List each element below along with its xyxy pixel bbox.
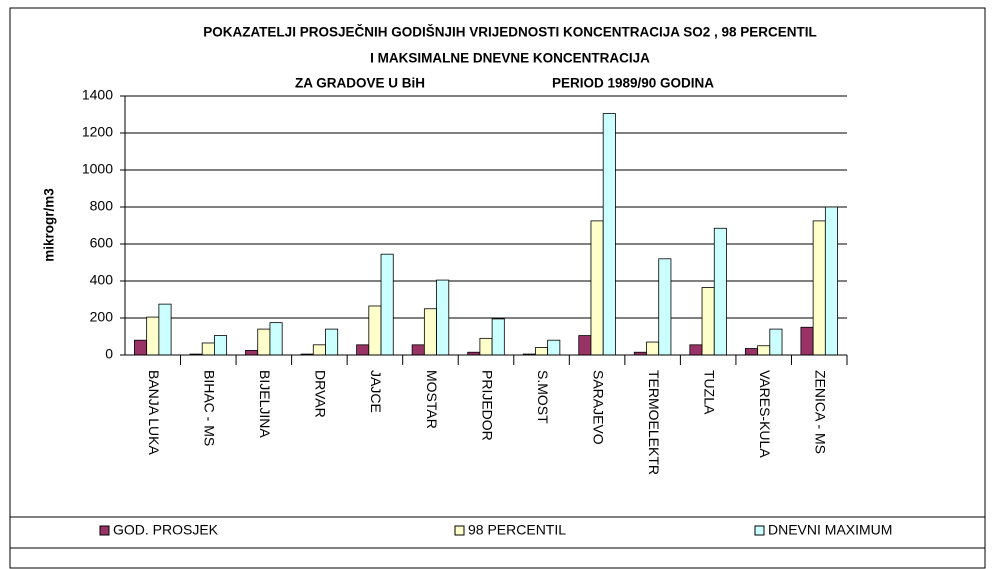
bar xyxy=(744,348,758,356)
bar xyxy=(368,305,382,356)
legend-label: 98 PERCENTIL xyxy=(468,522,566,538)
x-tick-label: TUZLA xyxy=(701,370,717,415)
bar xyxy=(812,220,826,356)
bar xyxy=(590,220,604,356)
y-tick-label: 0 xyxy=(105,346,113,362)
bar xyxy=(578,335,592,356)
y-tick-label: 1200 xyxy=(82,124,113,140)
bar xyxy=(491,318,505,356)
y-tick-label: 1000 xyxy=(82,161,113,177)
bar xyxy=(658,258,672,356)
y-tick-label: 200 xyxy=(90,309,114,325)
chart-title: I MAKSIMALNE DNEVNE KONCENTRACIJA xyxy=(370,51,650,66)
y-tick-label: 800 xyxy=(90,198,114,214)
bar xyxy=(146,316,160,356)
bar xyxy=(535,347,549,356)
bar xyxy=(824,206,838,356)
bar xyxy=(646,341,660,356)
x-tick-label: TERMOELEKTR xyxy=(646,370,662,475)
chart-subtitle: ZA GRADOVE U BiH xyxy=(295,76,425,91)
bar xyxy=(423,308,437,356)
legend-swatch xyxy=(454,525,465,536)
x-tick-label: JAJCE xyxy=(368,370,384,413)
bar xyxy=(479,337,493,356)
bar xyxy=(158,303,172,356)
bar xyxy=(769,328,783,356)
bar xyxy=(380,253,394,356)
x-tick-label: SARAJEVO xyxy=(590,370,606,445)
bar xyxy=(800,326,814,356)
bar xyxy=(269,322,283,356)
legend-label: GOD. PROSJEK xyxy=(113,522,219,538)
chart-title: POKAZATELJI PROSJEČNIH GODIŠNJIH VRIJEDN… xyxy=(203,25,817,40)
y-tick-label: 400 xyxy=(90,272,114,288)
x-tick-label: S.MOST xyxy=(535,370,551,424)
x-tick-label: ZENICA - MS xyxy=(813,370,829,454)
bar xyxy=(312,344,326,356)
bar xyxy=(411,344,425,356)
x-tick-label: PRIJEDOR xyxy=(479,370,495,441)
bar xyxy=(257,328,271,356)
bar xyxy=(602,113,616,356)
bar xyxy=(701,287,715,356)
bar xyxy=(689,344,703,356)
x-tick-label: MOSTAR xyxy=(424,370,440,429)
chart-frame xyxy=(9,7,986,569)
y-axis-label: mikrogr/m3 xyxy=(42,188,57,262)
x-tick-label: VARES-KULA xyxy=(757,370,773,458)
bar xyxy=(134,339,148,356)
bar xyxy=(245,349,259,356)
bar xyxy=(713,227,727,356)
chart-subtitle: PERIOD 1989/90 GODINA xyxy=(552,76,714,91)
legend-swatch xyxy=(99,525,110,536)
x-tick-label: BANJA LUKA xyxy=(146,370,162,455)
bar xyxy=(214,335,228,356)
legend-swatch xyxy=(754,525,765,536)
bar xyxy=(325,328,339,356)
x-tick-label: DRVAR xyxy=(313,370,329,418)
y-tick-label: 1400 xyxy=(82,87,113,103)
bar xyxy=(757,345,771,356)
x-tick-label: BIJELJINA xyxy=(257,370,273,438)
bar xyxy=(201,342,215,356)
bar xyxy=(436,279,450,356)
bar xyxy=(356,344,370,356)
bar xyxy=(547,339,561,356)
x-tick-label: BIHAC - MS xyxy=(202,370,218,446)
y-tick-label: 600 xyxy=(90,235,114,251)
legend-label: DNEVNI MAXIMUM xyxy=(768,522,892,538)
